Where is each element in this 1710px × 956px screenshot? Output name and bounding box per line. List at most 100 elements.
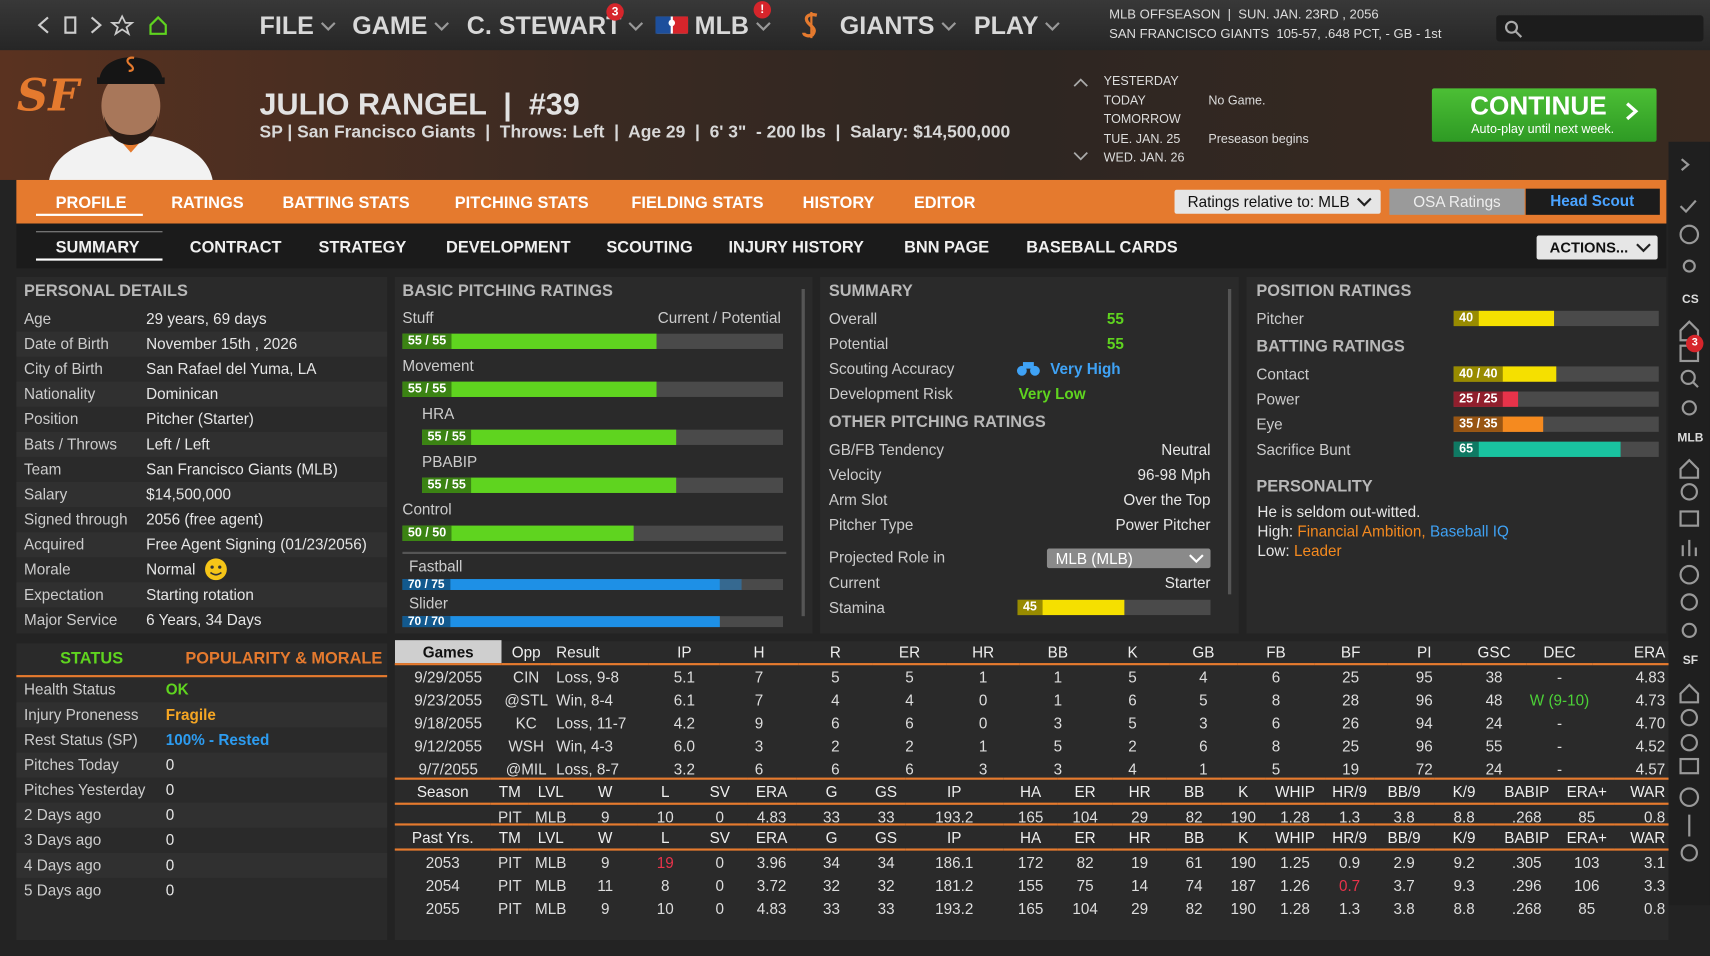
osa-button[interactable]	[1389, 188, 1525, 215]
head-scout-button[interactable]	[1525, 188, 1660, 215]
continue-button[interactable]	[1431, 88, 1657, 142]
column-header[interactable]: WAR	[1630, 828, 1666, 846]
column-header[interactable]: HR/9	[1332, 828, 1367, 846]
sidebar-label[interactable]: CS	[1682, 293, 1699, 307]
menu-label[interactable]: GAME	[352, 10, 428, 40]
column-header[interactable]: SV	[709, 828, 730, 846]
menu-play[interactable]: PLAY	[974, 11, 1060, 40]
tab[interactable]: PROFILE	[55, 193, 127, 213]
subtab[interactable]: BNN PAGE	[904, 238, 990, 257]
column-header[interactable]: BABIP	[1504, 828, 1550, 846]
tab[interactable]: EDITOR	[913, 193, 976, 213]
menu-file[interactable]: FILE	[260, 11, 336, 40]
sidebar-label[interactable]: MLB	[1677, 431, 1704, 445]
column-header[interactable]: Result	[556, 642, 600, 661]
sidebar-label[interactable]: SF	[1682, 654, 1699, 668]
column-header[interactable]: W	[598, 828, 613, 846]
column-header[interactable]: HR	[1128, 782, 1151, 800]
subtab[interactable]: SUMMARY	[55, 238, 140, 257]
column-header[interactable]: LVL	[537, 782, 564, 800]
column-header[interactable]: SV	[709, 782, 730, 800]
column-header[interactable]: IP	[947, 828, 962, 846]
column-header[interactable]: K	[1238, 782, 1249, 800]
tab[interactable]: PITCHING STATS	[454, 193, 589, 213]
column-header[interactable]: ERA	[755, 782, 788, 800]
column-header[interactable]: ER	[1074, 828, 1096, 846]
column-header[interactable]: Games	[394, 640, 502, 665]
subtab[interactable]: CONTRACT	[189, 238, 282, 257]
column-header[interactable]: Past Yrs.	[411, 828, 474, 846]
subtab[interactable]: STRATEGY	[318, 238, 407, 257]
subtab[interactable]: DEVELOPMENT	[446, 238, 571, 257]
column-header[interactable]: IP	[947, 782, 962, 800]
column-header[interactable]: K/9	[1452, 782, 1476, 800]
column-header[interactable]: ERA	[755, 828, 788, 846]
column-header[interactable]: HR	[1128, 828, 1151, 846]
column-header[interactable]: GSC	[1477, 642, 1511, 661]
column-header[interactable]: WHIP	[1275, 828, 1315, 846]
column-header[interactable]: G	[825, 782, 838, 800]
tab[interactable]: FIELDING STATS	[631, 193, 764, 213]
ratings-relative-dropdown[interactable]	[1174, 189, 1381, 214]
column-header[interactable]: ERA	[1633, 642, 1666, 661]
subtab[interactable]: BASEBALL CARDS	[1026, 238, 1178, 257]
column-header[interactable]: Opp	[511, 642, 541, 661]
menu-league[interactable]: MLB!	[694, 1, 772, 40]
menu-label[interactable]: MLB	[694, 10, 750, 40]
menu-game[interactable]: GAME	[352, 11, 449, 40]
column-header[interactable]: BB	[1183, 782, 1205, 800]
actions-button[interactable]	[1536, 235, 1658, 260]
column-header[interactable]: TM	[498, 782, 521, 800]
column-header[interactable]: GS	[875, 782, 898, 800]
status-tab[interactable]: STATUS	[60, 649, 124, 668]
tab[interactable]: BATTING STATS	[282, 193, 410, 213]
ratings-relative[interactable]: Ratings relative to: MLB	[1187, 193, 1350, 211]
column-header[interactable]: PI	[1417, 642, 1432, 661]
menu-label[interactable]: C. STEWART	[466, 10, 622, 40]
column-header[interactable]: WHIP	[1275, 782, 1315, 800]
projected-value[interactable]: MLB (MLB)	[1055, 549, 1133, 568]
column-header[interactable]: G	[825, 828, 838, 846]
column-header[interactable]: TM	[498, 828, 521, 846]
column-header[interactable]: L	[660, 782, 670, 800]
column-header[interactable]: ERA+	[1566, 828, 1607, 846]
column-header[interactable]: K	[1127, 642, 1138, 661]
column-header[interactable]: L	[660, 828, 670, 846]
search-box[interactable]	[1496, 15, 1704, 42]
column-header[interactable]: ER	[1074, 782, 1096, 800]
column-header[interactable]: HR	[972, 642, 995, 661]
column-header[interactable]: HA	[1019, 782, 1042, 800]
column-header[interactable]: K/9	[1452, 828, 1476, 846]
column-header[interactable]: BB	[1047, 642, 1069, 661]
continue-label[interactable]: CONTINUE	[1470, 91, 1607, 122]
column-header[interactable]: GS	[875, 828, 898, 846]
tab[interactable]: RATINGS	[171, 193, 244, 213]
column-header[interactable]: IP	[677, 642, 692, 661]
head-scout[interactable]: Head Scout	[1550, 191, 1635, 210]
column-header[interactable]: DEC	[1543, 642, 1576, 661]
column-header[interactable]: WAR	[1630, 782, 1666, 800]
tab[interactable]: HISTORY	[802, 193, 875, 213]
subtab[interactable]: INJURY HISTORY	[728, 238, 864, 257]
column-header[interactable]: GB	[1192, 642, 1215, 661]
subtab[interactable]: SCOUTING	[606, 238, 693, 257]
menu-team[interactable]: GIANTS	[840, 11, 957, 40]
column-header[interactable]: BB/9	[1387, 782, 1421, 800]
column-header[interactable]: BB	[1183, 828, 1205, 846]
column-header[interactable]: BF	[1340, 642, 1361, 661]
column-header[interactable]: Season	[416, 782, 469, 800]
column-header[interactable]: BABIP	[1504, 782, 1550, 800]
column-header[interactable]: BB/9	[1387, 828, 1421, 846]
actions-label[interactable]: ACTIONS...	[1549, 239, 1629, 256]
projected-dropdown[interactable]	[1046, 548, 1211, 569]
column-header[interactable]: ER	[898, 642, 921, 661]
continue-sub[interactable]: Auto-play until next week.	[1471, 123, 1615, 137]
menu-manager[interactable]: C. STEWART 3	[466, 3, 644, 40]
menu-label[interactable]: PLAY	[973, 10, 1039, 40]
menu-label[interactable]: GIANTS	[839, 10, 935, 40]
column-header[interactable]: R	[829, 642, 841, 661]
status-tab[interactable]: POPULARITY & MORALE	[185, 649, 383, 668]
osa-ratings[interactable]: OSA Ratings	[1413, 193, 1501, 211]
column-header[interactable]: LVL	[537, 828, 564, 846]
column-header[interactable]: ERA+	[1566, 782, 1607, 800]
